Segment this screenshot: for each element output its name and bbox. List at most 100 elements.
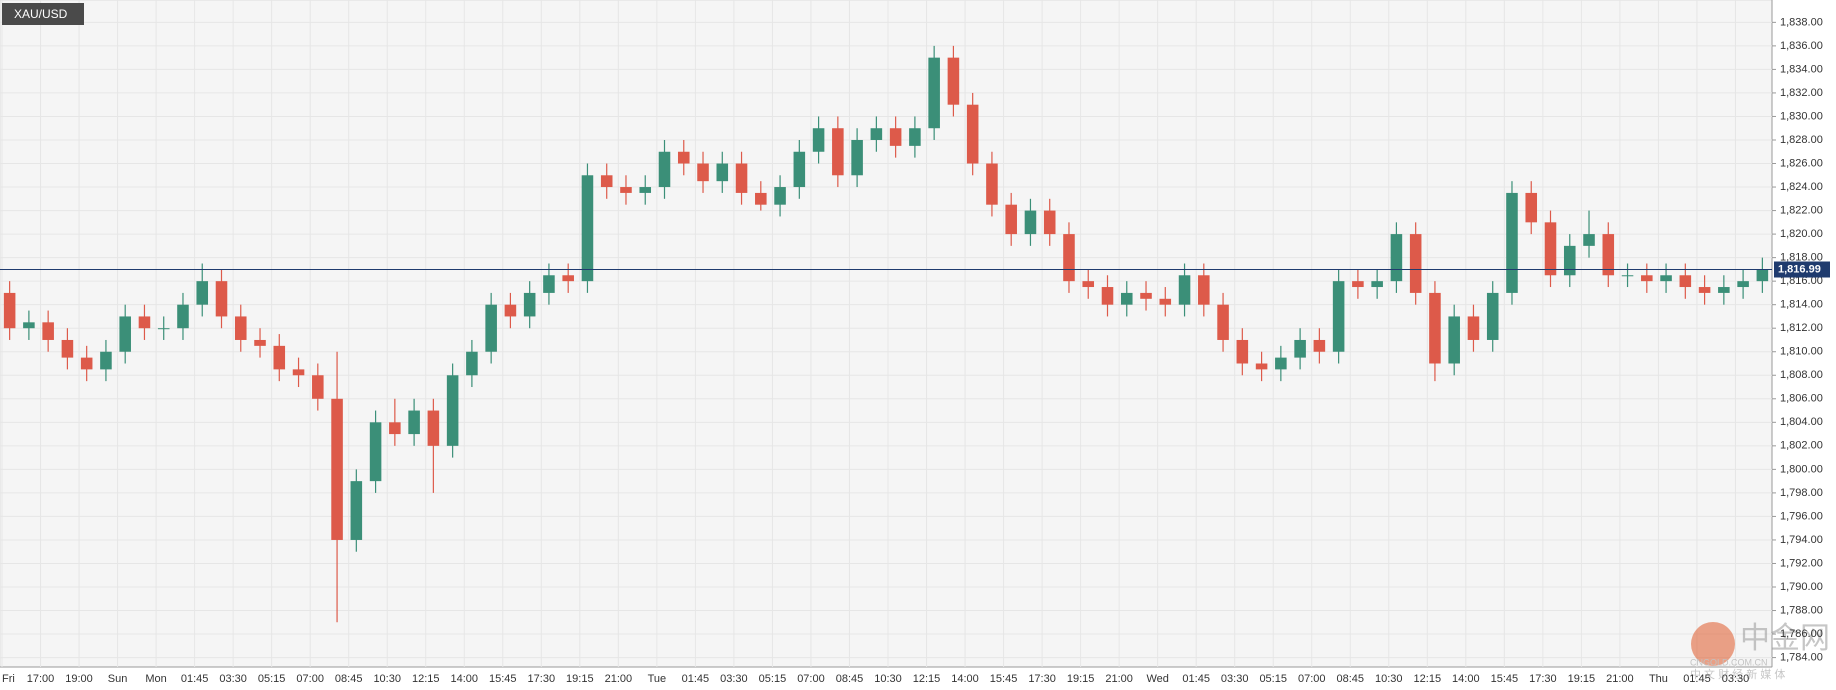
candle-body: [42, 322, 54, 340]
candle-body: [735, 163, 748, 193]
candle-body: [312, 375, 324, 399]
x-tick-label: 12:15: [913, 673, 941, 685]
y-tick-label: 1,816.00: [1780, 275, 1823, 287]
y-tick-label: 1,804.00: [1780, 416, 1823, 428]
y-tick-label: 1,794.00: [1780, 534, 1823, 546]
x-tick-label: 08:45: [335, 673, 363, 685]
candle-body: [832, 128, 844, 176]
candle-body: [350, 481, 363, 540]
x-tick-label: 17:00: [27, 673, 55, 685]
candle-body: [716, 163, 729, 182]
x-tick-label: 21:00: [605, 673, 633, 685]
watermark: 中金网 CNGOLD.COM.CN 中 文 财 经 新 媒 体: [1690, 622, 1830, 681]
candle-body: [1217, 304, 1229, 340]
x-tick-label: 15:45: [489, 673, 517, 685]
x-tick-label: 07:00: [296, 673, 324, 685]
ticker: XAU/USD: [14, 7, 68, 21]
candle-body: [254, 339, 266, 346]
candle-body: [292, 369, 305, 376]
candle-body: [23, 322, 35, 329]
candle-body: [1756, 269, 1769, 282]
candle-body: [1467, 316, 1480, 340]
candles: [3, 45, 1769, 623]
x-tick-label: 03:30: [1722, 673, 1750, 685]
candle-body: [1390, 234, 1403, 282]
candle-body: [947, 57, 960, 105]
candle-body: [639, 187, 652, 193]
last-price-badge: [1774, 261, 1830, 278]
candle-body: [1525, 192, 1538, 223]
candle-body: [61, 339, 74, 358]
x-tick-label: 14:00: [1452, 673, 1480, 685]
y-tick-label: 1,832.00: [1780, 87, 1823, 99]
ticker-badge: [2, 3, 84, 25]
candle-body: [793, 151, 806, 188]
candle-body: [1294, 339, 1306, 358]
y-tick-label: 1,790.00: [1780, 581, 1823, 593]
x-tick-label: 03:30: [1221, 673, 1249, 685]
x-tick-label: 08:45: [836, 673, 864, 685]
candle-body: [562, 275, 574, 282]
candle-body: [1332, 281, 1345, 352]
candle-body: [100, 351, 112, 370]
candle-body: [427, 410, 440, 446]
x-tick-label: 10:30: [373, 673, 401, 685]
x-tick-label: 01:45: [181, 673, 209, 685]
x-tick-label: 14:00: [951, 673, 979, 685]
x-tick-label: 08:45: [1336, 673, 1364, 685]
candle-body: [523, 292, 536, 317]
candle-body: [1352, 281, 1364, 288]
candle-body: [485, 304, 497, 352]
candle-body: [389, 422, 401, 435]
y-tick-label: 1,808.00: [1780, 369, 1823, 381]
candle-body: [889, 128, 902, 146]
candle-body: [1679, 275, 1692, 288]
candle-body: [909, 128, 921, 146]
candle-body: [1371, 281, 1383, 288]
candle-body: [1506, 192, 1518, 293]
candle-body: [966, 104, 979, 164]
x-tick-label: Tue: [648, 673, 667, 685]
candle-body: [1409, 234, 1422, 293]
y-tick-label: 1,802.00: [1780, 440, 1823, 452]
y-tick-label: 1,810.00: [1780, 346, 1823, 358]
y-tick-label: 1,822.00: [1780, 204, 1823, 216]
candle-body: [1236, 339, 1249, 364]
candle-body: [581, 175, 594, 282]
candle-body: [1737, 281, 1749, 288]
candle-body: [446, 375, 459, 446]
y-tick-label: 1,798.00: [1780, 487, 1823, 499]
logo-tagline: 中 文 财 经 新 媒 体: [1690, 667, 1785, 681]
candle-body: [1698, 287, 1711, 293]
candle-body: [1024, 210, 1037, 235]
candle-body: [1178, 275, 1191, 305]
x-tick-label: 03:30: [720, 673, 748, 685]
candle-body: [851, 139, 863, 176]
logo-text: 中金网: [1740, 622, 1830, 655]
candle-body: [677, 151, 690, 164]
candle-body: [1120, 292, 1133, 305]
candle-body: [80, 357, 93, 370]
candle-body: [658, 151, 671, 188]
candle-body: [986, 163, 998, 205]
y-tick-label: 1,834.00: [1780, 63, 1823, 75]
y-tick-label: 1,796.00: [1780, 510, 1823, 522]
candle-body: [1043, 210, 1056, 235]
x-tick-label: Thu: [1649, 673, 1668, 685]
x-tick-label: Sun: [108, 673, 128, 685]
x-tick-label: 21:00: [1105, 673, 1133, 685]
x-tick-label: 05:15: [258, 673, 286, 685]
y-tick-label: 1,820.00: [1780, 228, 1823, 240]
y-tick-label: 1,784.00: [1780, 651, 1823, 663]
candle-body: [1563, 245, 1576, 276]
candle-body: [504, 304, 517, 317]
candle-body: [157, 328, 170, 330]
x-tick-label: 17:30: [528, 673, 556, 685]
candle-body: [1082, 281, 1095, 288]
y-tick-label: 1,818.00: [1780, 252, 1823, 264]
candle-body: [1602, 234, 1615, 276]
logo-icon: [1691, 622, 1735, 666]
x-tick-label: 15:45: [990, 673, 1018, 685]
x-tick-label: 19:00: [65, 673, 93, 685]
